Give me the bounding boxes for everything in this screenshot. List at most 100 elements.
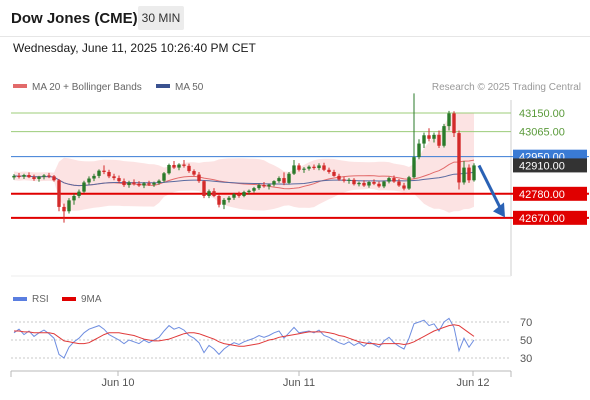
bollinger-band (14, 112, 474, 213)
levels-layer (11, 112, 589, 219)
candle-body (242, 192, 246, 196)
candle-body (257, 185, 261, 189)
price-labels-layer: 43150.0043065.0042950.0042780.0042670.00… (513, 108, 587, 225)
candle-body (252, 188, 256, 191)
rsi-legend-swatch (13, 297, 27, 301)
forecast-arrow-head (493, 202, 505, 218)
candle-body (77, 191, 81, 196)
candle-body (337, 175, 341, 180)
rsi-9ma-line (14, 324, 475, 347)
candle-body (447, 113, 451, 127)
candle-body (142, 183, 146, 186)
candle-body (377, 183, 381, 187)
x-tick-label: Jun 12 (456, 377, 489, 389)
level-tag-support (513, 186, 587, 201)
candle-body (147, 183, 151, 185)
candle-body (347, 179, 351, 181)
rsi-line (13, 317, 475, 359)
candle-body (47, 175, 51, 177)
candle-body (152, 182, 156, 185)
candle-body (12, 175, 16, 178)
candle-body (82, 182, 86, 192)
rsi-ma-legend-label: 9MA (81, 294, 102, 305)
rsi-tick-label: 30 (520, 353, 532, 365)
candle-body (72, 195, 76, 201)
candle-body (122, 181, 126, 186)
level-label-resistance: 43150.00 (519, 108, 565, 120)
candle-body (322, 165, 326, 170)
candle-body (132, 182, 136, 184)
candle-body (262, 185, 266, 187)
candle-body (332, 171, 336, 176)
instrument-title: Dow Jones (CME) (11, 10, 138, 27)
candle-body (157, 180, 161, 183)
candle-body (472, 165, 476, 181)
candle-body (437, 134, 441, 146)
candles-layer (12, 93, 476, 223)
candle-body (372, 182, 376, 184)
level-label-resistance: 43065.00 (519, 127, 565, 139)
candle-body (317, 165, 321, 169)
current-price-label: 42910.00 (519, 160, 565, 172)
candle-body (362, 182, 366, 186)
candle-body (197, 174, 201, 182)
candle-body (392, 178, 396, 182)
interval-selector[interactable]: 30 MIN (138, 6, 184, 30)
candle-body (387, 178, 391, 182)
x-tick-label: Jun 11 (283, 377, 315, 389)
candle-body (27, 175, 31, 178)
candle-body (87, 178, 91, 183)
candle-body (432, 134, 436, 139)
level-tag-support (513, 210, 587, 225)
candle-body (162, 173, 166, 181)
candle-body (307, 166, 311, 169)
candle-body (462, 167, 466, 183)
candle-body (312, 166, 316, 169)
candle-body (342, 179, 346, 181)
candle-body (267, 184, 271, 187)
candle-body (127, 182, 131, 186)
level-label-support: 42670.00 (519, 213, 565, 225)
candle-body (107, 171, 111, 177)
candle-body (397, 181, 401, 186)
ma20-legend-swatch (13, 84, 27, 88)
candle-body (17, 175, 21, 177)
ma50-legend-swatch (156, 84, 170, 88)
candle-body (422, 135, 426, 144)
candle-body (412, 157, 416, 178)
candle-body (287, 173, 291, 183)
candle-body (407, 177, 411, 189)
candle-body (92, 175, 96, 179)
candle-body (452, 113, 456, 134)
candle-body (187, 165, 191, 172)
candle-body (352, 179, 356, 185)
candle-body (442, 126, 446, 146)
candle-body (102, 170, 106, 172)
candle-body (57, 180, 61, 207)
report-datetime: Wednesday, June 11, 2025 10:26:40 PM CET (13, 41, 256, 55)
candle-body (212, 191, 216, 196)
candle-body (232, 194, 236, 198)
credit-text: Research © 2025 Trading Central (432, 82, 581, 93)
bollinger-layer (14, 112, 474, 213)
candle-body (192, 171, 196, 175)
rsi-legend-label: RSI (32, 294, 49, 305)
candle-body (97, 170, 101, 176)
candle-body (37, 176, 41, 179)
candle-body (327, 169, 331, 172)
candle-body (457, 133, 461, 183)
candle-body (167, 164, 171, 174)
ma50-legend-label: MA 50 (175, 82, 204, 93)
ma50-line (13, 171, 475, 187)
x-axis-ticks: Jun 10 Jun 11 Jun 12 (101, 371, 490, 389)
x-tick-label: Jun 10 (101, 377, 134, 389)
candle-body (62, 206, 66, 212)
candle-body (237, 194, 241, 196)
candle-body (32, 177, 36, 179)
candle-body (272, 181, 276, 185)
candle-body (217, 195, 221, 205)
current-price-tag (513, 158, 587, 173)
candle-body (177, 164, 181, 168)
candle-body (137, 183, 141, 186)
